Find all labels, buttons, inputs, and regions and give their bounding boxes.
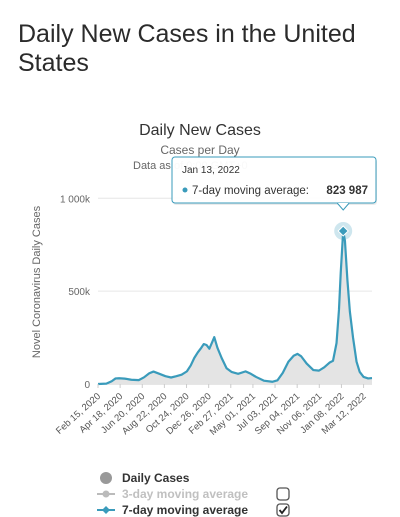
legend-label: 3-day moving average [122,487,248,501]
legend-label: 7-day moving average [122,503,248,517]
legend-item[interactable]: Daily Cases [100,471,190,485]
tooltip-value: 823 987 [326,185,368,197]
tooltip-date: Jan 13, 2022 [182,165,240,176]
legend-checkbox[interactable] [276,503,290,517]
legend-marker-diamond [102,506,110,514]
hover-point[interactable] [337,225,349,237]
checkmark-icon [278,505,288,515]
legend-checkbox[interactable] [276,487,290,501]
y-tick-label: 0 [84,380,90,391]
tooltip-series-marker [182,187,188,193]
page-title: Daily New Cases in the United States [18,20,356,77]
legend-item[interactable]: 3-day moving average [97,487,290,501]
y-axis-label: Novel Coronavirus Daily Cases [31,205,43,358]
tooltip-box [171,156,377,204]
legend-marker-dot [102,490,110,498]
chart-subtitle: Cases per Day [160,143,239,157]
y-tick-label: 1 000k [60,194,91,205]
y-tick-label: 500k [68,287,91,298]
tooltip-series-label: 7-day moving average: [192,185,309,197]
chart-title: Daily New Cases [139,122,261,139]
legend-marker-circle [100,472,112,484]
series-line-7day [97,229,373,386]
legend-label: Daily Cases [122,471,190,485]
tooltip-pointer [336,202,350,211]
legend-item[interactable]: 7-day moving average [97,503,290,517]
